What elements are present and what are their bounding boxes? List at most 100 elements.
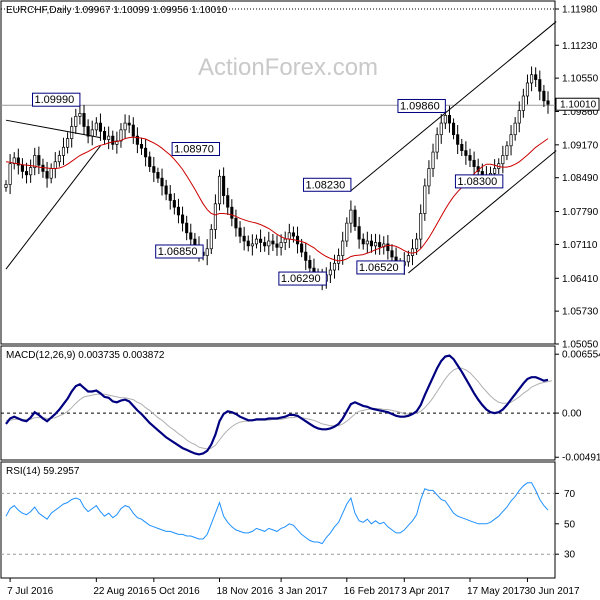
price-bar-body (279, 242, 283, 248)
price-bar (29, 159, 33, 183)
price-bar-body (123, 122, 127, 131)
price-bar-body (464, 150, 468, 156)
price-bar-body (530, 74, 534, 84)
price-bar-body (443, 114, 447, 124)
price-bar-body (86, 126, 90, 137)
price-bar (419, 204, 423, 249)
price-bar-body (242, 235, 246, 242)
price-bar (37, 146, 41, 175)
price-bar (98, 113, 102, 141)
price-bar-body (517, 110, 521, 124)
annotation-box (155, 244, 204, 259)
price-bar-body (172, 200, 176, 208)
price-bar-body (168, 193, 172, 201)
annotation-label: 1.09990 (35, 94, 75, 106)
price-bar-body (542, 90, 546, 102)
price-bar-body (61, 146, 66, 156)
price-bar (144, 138, 148, 167)
price-bar-body (291, 232, 295, 237)
price-bar (254, 234, 259, 249)
price-bar (538, 70, 542, 101)
price-bar-body (456, 134, 460, 145)
price-annotation: 1.06850 (155, 244, 204, 259)
price-bar-body (267, 240, 271, 247)
annotation-box (171, 142, 221, 157)
macd-tick-label: 0.006554 (562, 350, 600, 361)
price-bar-body (423, 185, 427, 214)
moving-average-line (5, 136, 549, 262)
price-tick-label: 1.09170 (562, 140, 599, 151)
date-tick-label: 5 Oct 2016 (151, 586, 200, 597)
price-annotation: 1.08970 (171, 142, 221, 157)
price-bar (78, 105, 82, 125)
price-bar-body (525, 82, 530, 97)
price-bar (8, 154, 12, 195)
price-bar-body (304, 251, 308, 261)
price-bar-body (90, 129, 94, 137)
price-bar (267, 231, 271, 256)
price-annotation: 1.06290 (278, 271, 327, 286)
price-bar-body (226, 195, 230, 208)
price-bar (353, 205, 357, 231)
date-tick-label: 7 Jul 2016 (7, 586, 54, 597)
price-bar-body (189, 232, 193, 240)
price-bar (189, 223, 193, 249)
price-bar-body (287, 232, 291, 240)
price-bar-body (246, 240, 250, 247)
price-bar (341, 231, 345, 265)
price-bar (246, 235, 250, 252)
price-bar-body (345, 222, 349, 242)
price-bar-body (283, 238, 287, 243)
price-bar (509, 125, 513, 156)
date-tick-label: 18 Nov 2016 (217, 586, 274, 597)
price-bar (345, 217, 349, 247)
price-bar-body (213, 203, 217, 230)
price-bar (94, 117, 98, 136)
macd-signal-line (6, 367, 553, 450)
price-bar-body (82, 113, 86, 127)
macd-line (5, 354, 549, 456)
price-bar (66, 132, 70, 154)
price-bar (415, 232, 419, 255)
annotation-box (278, 271, 327, 286)
price-bar (131, 117, 135, 144)
rsi-axis: 70 50 30 (1, 489, 576, 561)
price-annotation: 1.09990 (32, 92, 81, 107)
price-tick-label: 1.06410 (562, 274, 599, 285)
price-bar-body (341, 240, 345, 256)
price-bar (410, 239, 415, 266)
price-bar-body (160, 177, 164, 187)
price-bar (517, 101, 521, 133)
watermark: ActionForex.com (198, 54, 378, 81)
price-bar-body (29, 167, 33, 176)
price-bar-body (538, 79, 542, 92)
price-bar-body (230, 206, 234, 219)
rsi-line (5, 482, 549, 545)
price-bar (74, 108, 78, 134)
trend-line (408, 150, 557, 274)
price-bar (505, 141, 509, 161)
price-bar-body (254, 238, 259, 245)
price-bar (45, 161, 49, 188)
price-bar (82, 104, 86, 135)
price-bar-body (513, 122, 517, 136)
date-tick-label: 22 Aug 2016 (93, 586, 150, 597)
price-bar-body (521, 95, 525, 111)
price-bar-body (135, 135, 139, 145)
price-bar (386, 235, 390, 260)
price-bar (328, 261, 332, 283)
price-bar (349, 200, 353, 233)
price-tick-label: 1.05730 (562, 307, 599, 318)
price-bar-body (209, 229, 213, 250)
channel-lines (5, 21, 557, 274)
price-bar (271, 233, 275, 252)
price-bar-body (357, 226, 361, 240)
price-bar (217, 169, 222, 211)
current-price-box (555, 97, 600, 111)
price-tick-label: 1.09860 (562, 107, 599, 118)
macd-label: MACD(12,26,9) 0.003735 0.003872 (6, 350, 165, 361)
price-bar-body (45, 171, 49, 179)
price-bar (250, 234, 254, 256)
price-bar (439, 113, 443, 144)
